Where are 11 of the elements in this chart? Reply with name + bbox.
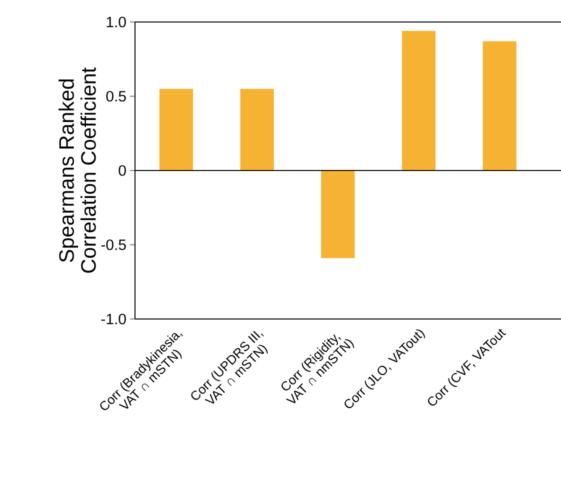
y-tick-label: 0 [118, 165, 126, 176]
y-tick-label: -0.5 [101, 239, 126, 250]
y-tick-label: 1.0 [106, 16, 126, 28]
y-tick-label: 0.5 [106, 90, 126, 102]
bar [402, 30, 436, 170]
y-axis-title: Spearmans Ranked Correlation Coefficient [58, 67, 96, 273]
bar [321, 170, 355, 258]
y-tick-label: -1.0 [101, 314, 126, 324]
bar [240, 88, 274, 170]
bar [482, 41, 516, 170]
bar [159, 88, 194, 170]
